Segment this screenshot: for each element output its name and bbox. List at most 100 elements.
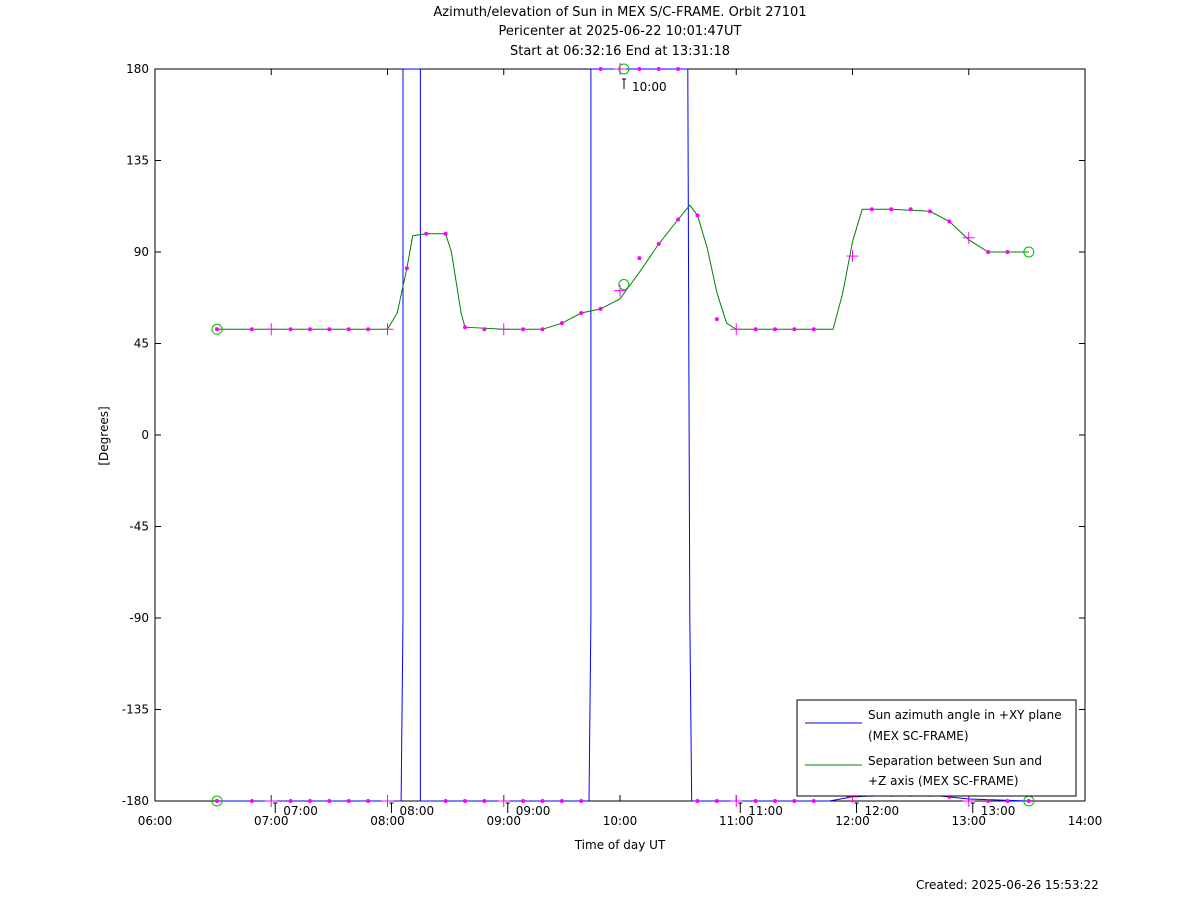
time-annotation-label: 09:00 [516,804,551,818]
data-dot-marker [559,799,564,803]
data-dot-marker [889,207,894,212]
markers: 07:00 08:00 09:00 10:00 11:00 12:00 13:00 [211,63,1035,818]
series-lines [217,68,1029,802]
y-tick-label: 90 [134,245,149,259]
data-dot-marker [249,799,254,803]
y-tick-label: -45 [129,520,149,534]
y-tick-label: 45 [134,337,149,351]
data-dot-marker [366,799,371,803]
data-dot-marker [753,327,758,332]
x-tick-label: 14:00 [1068,814,1103,828]
data-dot-marker [792,327,797,332]
legend-box [796,699,1077,797]
event-circle-marker [618,63,630,75]
data-dot-marker [637,256,642,261]
series-line-separation [217,204,1029,330]
data-dot-marker [482,799,487,803]
data-dot-marker [540,799,545,803]
data-dot-marker [463,799,467,803]
time-annotation-label: 12:00 [865,804,900,818]
chart-subtitle-pericenter: Pericenter at 2025-06-22 10:01:47UT [498,24,742,39]
y-tick-label: -135 [122,703,149,717]
data-dot-marker [215,799,219,803]
data-dot-marker [811,799,816,803]
data-dot-marker [288,327,293,332]
created-timestamp: Created: 2025-06-26 15:53:22 [916,878,1099,892]
data-dot-marker [753,799,758,803]
x-tick-label: 09:00 [486,814,521,828]
data-dot-marker [792,799,797,803]
data-dot-marker [366,327,371,332]
event-circle-marker [211,795,223,807]
data-dot-marker [676,217,681,222]
data-dot-marker [695,799,700,803]
data-dot-marker [579,799,584,803]
data-dot-marker [424,231,429,236]
x-tick-label: 06:00 [138,814,173,828]
series-line-azimuth [217,68,1029,802]
data-dot-marker [869,207,874,212]
data-dot-marker [308,327,312,332]
y-tick-label: -180 [122,794,149,808]
data-dot-marker [811,327,816,332]
data-dot-marker [773,799,777,803]
data-dot-marker [482,327,487,332]
plot-frame [154,68,1086,802]
x-tick-label: 13:00 [951,814,986,828]
data-dot-marker [676,67,681,71]
chart-subtitle-start-end: Start at 06:32:16 End at 13:31:18 [509,44,731,59]
y-tick-label: 0 [141,428,149,442]
data-dot-marker [463,325,467,330]
time-annotation-label: 10:00 [632,80,667,94]
data-dot-marker [714,799,719,803]
data-dot-marker [308,799,312,803]
axes: 06:00 07:00 08:00 09:00 10:00 11:00 12:00 13:00… [122,62,1103,828]
legend-label-separation-line1: Separation between Sun and [868,754,1042,768]
data-dot-marker [521,327,526,332]
x-tick-label: 10:00 [603,814,638,828]
data-dot-marker [986,250,991,254]
x-tick-label: 08:00 [370,814,405,828]
data-dot-marker [443,231,448,236]
x-tick-label: 11:00 [719,814,754,828]
data-dot-marker [288,799,293,803]
x-tick-label: 07:00 [254,814,289,828]
data-dot-marker [695,213,700,218]
x-axis-label: Time of day UT [574,838,666,852]
y-tick-label: -90 [129,611,149,625]
data-dot-marker [327,327,332,332]
data-dot-marker [714,317,719,322]
data-dot-marker [598,67,603,71]
time-annotation-label: 11:00 [748,804,783,818]
data-dot-marker [559,321,564,326]
legend: Sun azimuth angle in +XY plane (MEX SC-F… [796,699,1077,797]
data-dot-marker [598,306,603,311]
data-dot-marker [637,67,642,71]
data-dot-marker [1005,250,1010,254]
legend-label-separation-line2: +Z axis (MEX SC-FRAME) [868,774,1019,788]
time-annotation-label: 13:00 [981,804,1016,818]
data-dot-marker [986,799,991,803]
data-dot-marker [947,219,952,224]
data-dot-marker [443,799,448,803]
y-tick-label: 135 [126,154,149,168]
x-tick-label: 12:00 [835,814,870,828]
data-dot-marker [540,327,545,332]
data-dot-marker [346,327,351,332]
data-dot-marker [908,207,913,212]
data-dot-marker [656,241,661,246]
time-annotation-label: 08:00 [400,804,435,818]
y-tick-label: 180 [126,62,149,76]
data-dot-marker [521,799,526,803]
data-dot-marker [656,67,661,71]
event-circle-marker [1023,246,1035,258]
data-dot-marker [215,327,219,332]
event-circle-marker [211,323,223,335]
data-dot-marker [327,799,332,803]
data-dot-marker [404,266,409,271]
data-dot-marker [1026,799,1031,803]
legend-label-azimuth-line2: (MEX SC-FRAME) [868,729,969,743]
data-dot-marker [1005,799,1010,803]
data-dot-marker [773,327,777,332]
